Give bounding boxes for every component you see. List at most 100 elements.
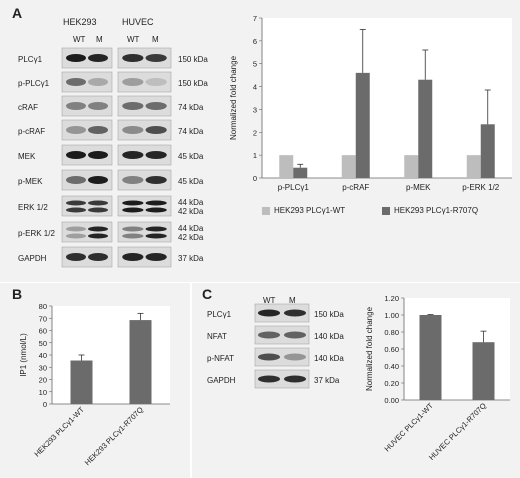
blot-strip <box>117 169 172 191</box>
kda-label: 45 kDa <box>178 152 204 161</box>
kda-label: 42 kDa <box>178 207 204 216</box>
lane-label-wt: WT <box>127 35 140 44</box>
y-tick-label: 1 <box>253 151 257 160</box>
bar <box>472 342 495 400</box>
blot-strip <box>117 71 172 93</box>
y-tick-label: 50 <box>39 339 47 348</box>
blot-band <box>88 102 108 110</box>
blot-band <box>122 176 144 184</box>
blot-band <box>284 331 306 339</box>
kda-label: 44 kDa <box>178 224 204 233</box>
y-tick-label: 0 <box>253 174 257 183</box>
blot-strip <box>254 369 310 389</box>
blot-strip <box>61 71 113 93</box>
blot-band <box>145 253 167 261</box>
blot-band <box>145 126 167 134</box>
blot-band <box>66 176 86 184</box>
y-tick-label: 40 <box>39 351 47 360</box>
blot-band <box>122 78 144 86</box>
blot-label-erk: ERK 1/2 <box>18 203 48 212</box>
blot-band <box>258 331 280 339</box>
blot-band <box>145 78 167 86</box>
blot-image-c <box>254 303 310 389</box>
y-tick-label: 1.20 <box>384 294 399 303</box>
blot-band <box>258 375 280 383</box>
blot-band <box>88 253 108 261</box>
y-tick-label: 30 <box>39 363 47 372</box>
blot-label-mek: MEK <box>18 152 36 161</box>
chart-c: 0.00 0.20 0.40 0.60 0.80 1.00 1.20 HUVEC PLCγ1-… <box>365 294 510 462</box>
y-tick-label: 10 <box>39 388 47 397</box>
blot-band <box>66 126 86 134</box>
blot-band <box>88 226 108 232</box>
x-tick-label: HEK293 PLCγ1-WT <box>32 405 86 459</box>
blot-band <box>122 207 144 213</box>
lane-label-m: M <box>96 35 103 44</box>
kda-label: 44 kDa <box>178 198 204 207</box>
legend-a: HEK293 PLCγ1-WT HEK293 PLCγ1-R707Q <box>262 204 518 218</box>
blot-band <box>145 176 167 184</box>
blot-band <box>122 126 144 134</box>
kda-label: 140 kDa <box>314 332 344 341</box>
y-tick-label: 6 <box>253 37 257 46</box>
kda-label: 45 kDa <box>178 177 204 186</box>
blot-strip <box>117 195 172 217</box>
kda-label: 37 kDa <box>178 254 204 263</box>
y-tick-label: 20 <box>39 376 47 385</box>
blot-strip <box>117 221 172 243</box>
blot-band <box>145 54 167 62</box>
blot-band <box>66 151 86 159</box>
blot-strip <box>61 144 113 166</box>
blot-label-gapdh: GAPDH <box>18 254 47 263</box>
blot-band <box>145 233 167 239</box>
kda-label: 74 kDa <box>178 127 204 136</box>
blot-band <box>284 309 306 317</box>
blot-band <box>88 78 108 86</box>
y-axis-label: IP1 (nmol/L) <box>19 333 28 377</box>
blot-band <box>122 226 144 232</box>
y-tick-label: 4 <box>253 83 257 92</box>
blot-band <box>88 151 108 159</box>
blot-band <box>145 200 167 206</box>
blot-band <box>66 78 86 86</box>
blot-band <box>258 353 280 361</box>
blot-band <box>66 207 86 213</box>
x-tick-label: HEK293 PLCγ1-R707Q <box>83 405 145 467</box>
blot-band <box>122 54 144 62</box>
blot-band <box>122 151 144 159</box>
blot-strip <box>254 325 310 345</box>
blot-label-craf: cRAF <box>18 103 38 112</box>
blot-band <box>145 226 167 232</box>
cell-line-huvec: HUVEC <box>122 17 154 27</box>
legend-label-mutant: HEK293 PLCγ1-R707Q <box>394 206 479 215</box>
bar <box>480 124 495 178</box>
chart-a: 0 1 2 3 4 5 6 7 p-PLCγ1 p-cRAF p-MEK p-ERK 1/2 Norma… <box>229 14 512 192</box>
y-tick-label: 60 <box>39 327 47 336</box>
kda-label: 150 kDa <box>314 310 344 319</box>
blot-band <box>145 207 167 213</box>
y-tick-label: 0 <box>43 400 47 409</box>
kda-label: 150 kDa <box>178 79 208 88</box>
y-axis-label: Normalized fold change <box>229 55 238 140</box>
bar <box>129 320 152 404</box>
blot-label-p-craf: p-cRAF <box>18 127 46 136</box>
blot-strip <box>117 95 172 117</box>
kda-label: 37 kDa <box>314 376 340 385</box>
y-tick-label: 5 <box>253 60 257 69</box>
y-tick-label: 1.00 <box>384 311 399 320</box>
kda-label: 42 kDa <box>178 233 204 242</box>
y-tick-label: 0.20 <box>384 379 399 388</box>
y-tick-label: 7 <box>253 14 257 23</box>
legend-swatch-wt <box>262 207 270 215</box>
blot-label-plcg1: PLCγ1 <box>207 310 232 319</box>
bar <box>466 155 481 178</box>
y-tick-label: 0.40 <box>384 362 399 371</box>
cell-line-hek293: HEK293 <box>63 17 97 27</box>
blot-label-plcg1: PLCγ1 <box>18 55 43 64</box>
blot-strip <box>61 169 113 191</box>
blot-band <box>88 233 108 239</box>
blot-band <box>284 353 306 361</box>
x-tick-label: HUVEC PLCγ1-R707Q <box>427 401 488 462</box>
bar <box>418 79 433 178</box>
blot-band <box>88 200 108 206</box>
